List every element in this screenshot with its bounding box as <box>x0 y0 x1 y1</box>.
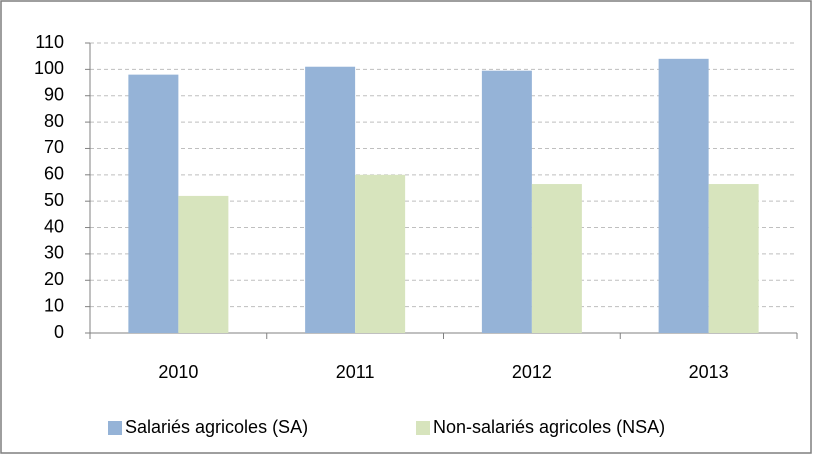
y-tick-label: 80 <box>44 111 64 131</box>
y-tick-label: 70 <box>44 137 64 157</box>
y-tick-label: 100 <box>34 58 64 78</box>
bar <box>178 195 229 333</box>
bar <box>305 66 356 334</box>
bar <box>481 70 532 333</box>
y-tick-label: 0 <box>54 322 64 342</box>
bar <box>531 184 582 333</box>
y-tick-label: 60 <box>44 164 64 184</box>
y-tick-label: 10 <box>44 295 64 315</box>
y-tick-label: 40 <box>44 216 64 236</box>
legend-label: Salariés agricoles (SA) <box>125 417 308 437</box>
x-tick-label: 2010 <box>158 362 198 382</box>
bar <box>708 184 759 333</box>
x-tick-label: 2012 <box>512 362 552 382</box>
legend-swatch <box>108 421 122 435</box>
y-tick-label: 50 <box>44 190 64 210</box>
bar <box>355 174 406 333</box>
x-tick-label: 2013 <box>689 362 729 382</box>
legend-swatch <box>416 421 430 435</box>
bar <box>128 74 179 334</box>
y-tick-label: 30 <box>44 243 64 263</box>
y-tick-label: 20 <box>44 269 64 289</box>
legend-label: Non-salariés agricoles (NSA) <box>433 417 665 437</box>
y-tick-label: 90 <box>44 84 64 104</box>
bar <box>658 58 709 334</box>
y-tick-label: 110 <box>35 32 64 52</box>
x-tick-label: 2011 <box>336 362 375 382</box>
